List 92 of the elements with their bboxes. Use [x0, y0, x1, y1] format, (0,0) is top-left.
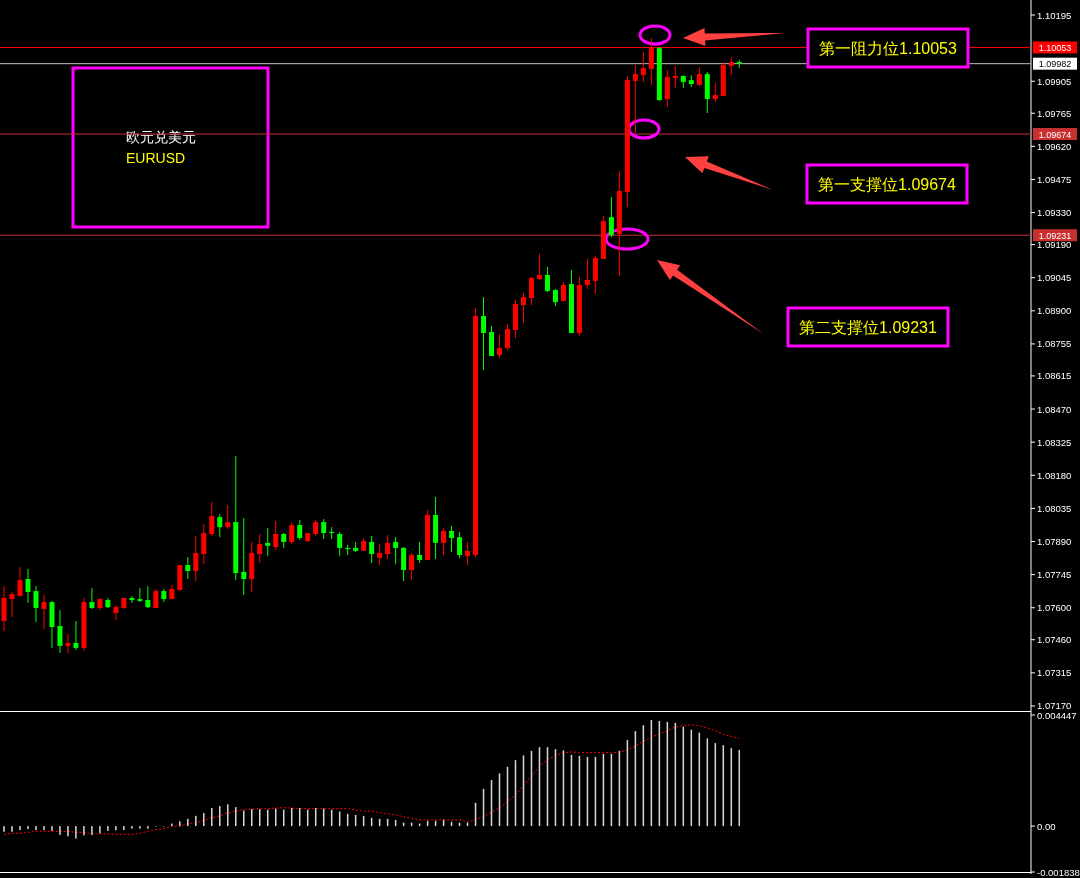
- y-tick-label: 0.004447: [1037, 709, 1077, 721]
- candlestick: [417, 541, 423, 564]
- candlestick: [17, 566, 23, 597]
- candlestick: [73, 620, 79, 651]
- y-tick-label: 1.07315: [1037, 667, 1072, 679]
- candlestick: [257, 533, 263, 564]
- candlestick: [536, 253, 542, 281]
- y-tick-label: 1.09620: [1037, 140, 1072, 152]
- y-tick-label: 0.00: [1037, 820, 1056, 832]
- candlestick: [465, 541, 471, 566]
- line-series: [3, 724, 740, 835]
- y-tick-label: 1.09475: [1037, 173, 1072, 185]
- y-tick-label: 1.09190: [1037, 239, 1072, 251]
- candlestick: [409, 552, 415, 581]
- candlestick: [153, 588, 159, 609]
- candlestick: [41, 594, 47, 630]
- y-tick-label: 1.08900: [1037, 305, 1072, 317]
- candlestick: [528, 276, 534, 306]
- y-tick-label: 1.08325: [1037, 436, 1072, 448]
- annotation: 第一支撑位1.09674: [818, 176, 957, 193]
- candlestick: [241, 517, 247, 596]
- candlestick: [1, 585, 7, 632]
- y-tick-label: 1.09905: [1037, 75, 1072, 87]
- candlestick: [137, 587, 143, 603]
- y-tick-label: 1.07600: [1037, 602, 1072, 614]
- candlestick: [145, 585, 151, 609]
- y-tick-label: 1.08615: [1037, 370, 1072, 382]
- ref-line-label: 1.10053: [1038, 42, 1072, 53]
- candlestick: [505, 323, 511, 351]
- candlestick: [25, 568, 31, 604]
- candlestick: [193, 535, 199, 582]
- ref-line-label: 1.09982: [1038, 59, 1072, 70]
- candlestick: [664, 69, 670, 108]
- candlestick: [640, 51, 646, 83]
- y-tick-label: 1.09765: [1037, 107, 1072, 119]
- candlestick: [441, 527, 447, 556]
- text: 欧元兑美元: [126, 129, 196, 145]
- candlestick: [544, 266, 550, 293]
- candlestick: [369, 535, 375, 564]
- candlestick: [712, 82, 718, 103]
- candlestick: [201, 523, 207, 565]
- candlestick: [632, 64, 638, 135]
- annotation: 第一阻力位1.10053: [819, 40, 958, 57]
- candlestick: [489, 325, 495, 357]
- candlestick: [728, 56, 734, 76]
- candlestick: [592, 255, 598, 295]
- candlestick: [337, 531, 343, 557]
- candlestick: [185, 556, 191, 580]
- candlestick: [385, 534, 391, 560]
- candlestick: [65, 633, 71, 654]
- candlestick: [457, 531, 463, 559]
- candlestick: [217, 513, 223, 538]
- candlestick: [289, 521, 295, 545]
- candlestick: [696, 66, 702, 87]
- candlestick: [129, 595, 135, 604]
- candlestick: [608, 196, 614, 238]
- y-tick-label: 1.08470: [1037, 403, 1072, 415]
- candlestick: [401, 546, 407, 582]
- y-tick-label: -0.001838: [1037, 866, 1080, 878]
- candlestick: [672, 65, 678, 89]
- ref-line-label: 1.09674: [1038, 129, 1072, 140]
- y-tick-label: 1.07890: [1037, 536, 1072, 548]
- candlestick: [113, 604, 119, 621]
- candlestick: [393, 536, 399, 565]
- y-tick-label: 1.08755: [1037, 338, 1072, 350]
- text: EURUSD: [126, 150, 186, 166]
- candlestick: [225, 504, 231, 530]
- candlestick: [273, 520, 279, 551]
- y-tick-label: 1.09330: [1037, 207, 1072, 219]
- annotation: 第二支撑位1.09231: [799, 319, 938, 336]
- candlestick: [584, 258, 590, 290]
- y-tick-label: 1.07745: [1037, 569, 1072, 581]
- y-tick-label: 1.07170: [1037, 700, 1072, 712]
- candlestick: [377, 543, 383, 566]
- y-tick-label: 1.10195: [1037, 9, 1072, 21]
- ref-line-label: 1.09231: [1038, 230, 1072, 241]
- y-tick-label: 1.08035: [1037, 502, 1072, 514]
- candlestick: [9, 591, 15, 618]
- candlestick: [449, 525, 455, 553]
- y-tick-label: 1.09045: [1037, 272, 1072, 284]
- candlestick: [497, 333, 503, 359]
- candlestick: [89, 587, 95, 610]
- candlestick: [297, 519, 303, 541]
- candlestick: [520, 292, 526, 324]
- y-tick-label: 1.07460: [1037, 634, 1072, 646]
- candlestick: [57, 609, 63, 654]
- candlestick: [33, 585, 39, 623]
- candlestick: [265, 527, 271, 557]
- candlestick: [209, 501, 215, 537]
- candlestick: [321, 518, 327, 540]
- y-tick-label: 1.08180: [1037, 469, 1072, 481]
- candlestick: [481, 296, 487, 371]
